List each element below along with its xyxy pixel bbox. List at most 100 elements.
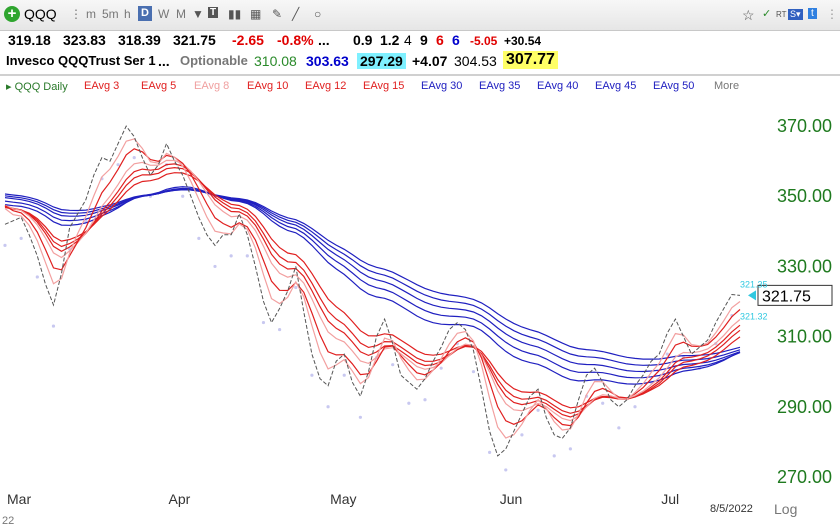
stat-303: 303.63 <box>306 53 349 69</box>
last-price-box <box>757 284 833 306</box>
low-dot <box>471 370 476 374</box>
legend-label: QQQ Daily <box>14 81 68 93</box>
low-dot <box>342 373 346 377</box>
period-5m-button[interactable]: 5m <box>102 7 119 21</box>
legend-eavg-40[interactable]: EAvg 40 <box>537 80 579 92</box>
low-dot <box>391 363 395 367</box>
dropdown-arrow-icon[interactable]: ▼ <box>192 7 204 21</box>
legend-eavg-5[interactable]: EAvg 5 <box>141 80 177 92</box>
legend-eavg-50[interactable]: EAvg 50 <box>653 80 695 92</box>
stat-5: 6 <box>436 32 444 48</box>
low-dot <box>35 275 39 279</box>
ema-35-line <box>4 187 741 379</box>
stat-7: -5.05 <box>470 34 498 48</box>
y-tick-label: 270.00 <box>777 467 832 487</box>
period-m-button[interactable]: m <box>86 7 96 21</box>
pencil-icon[interactable]: ✎ <box>272 7 283 21</box>
stat-304: 304.53 <box>454 53 497 69</box>
low-dot <box>326 405 330 409</box>
low-dot <box>310 373 314 377</box>
aux-label-1: 321.35 <box>740 279 768 289</box>
period-d-button[interactable]: D <box>138 6 152 21</box>
line-tool-icon[interactable]: ╱ <box>292 7 300 21</box>
legend-eavg-10[interactable]: EAvg 10 <box>247 80 289 92</box>
x-tick-label: Jun <box>500 491 523 507</box>
low-dot <box>294 285 298 290</box>
low-dot <box>213 264 217 269</box>
legend-eavg-45[interactable]: EAvg 45 <box>595 80 637 92</box>
period-h-button[interactable]: h <box>124 7 131 21</box>
legend-more-button[interactable]: More <box>714 80 740 92</box>
separator <box>0 74 840 76</box>
low-dot <box>132 156 136 160</box>
legend-eavg-8[interactable]: EAvg 8 <box>194 80 230 92</box>
stat-4: 9 <box>420 32 428 48</box>
x-tick-label: Apr <box>169 491 191 507</box>
text-tool-icon[interactable]: T <box>208 7 219 18</box>
draw-tool-icon[interactable]: ▦ <box>250 7 262 21</box>
period-w-button[interactable]: W <box>158 7 170 21</box>
stat-8: +30.54 <box>504 34 542 48</box>
circle-tool-icon[interactable]: ○ <box>314 7 322 21</box>
twitter-icon[interactable]: t <box>808 8 817 19</box>
low-dot <box>278 327 282 332</box>
axis-layer: 370.00 350.00 330.00 310.00 290.00 270.00 321.… <box>2 116 833 527</box>
low-dot <box>439 366 443 370</box>
low-dot <box>3 243 7 247</box>
low-dot <box>633 405 637 409</box>
low-dot <box>601 401 605 405</box>
name-row: Invesco QQQTrust Ser 1 ... Optionable 31… <box>0 50 840 72</box>
y-tick-label: 310.00 <box>777 327 832 347</box>
log-scale-toggle[interactable]: Log <box>774 501 797 517</box>
bar-chart-icon[interactable]: ▮▮ <box>228 7 242 21</box>
rt-icon[interactable]: RT <box>776 10 787 19</box>
more-icon[interactable]: ⋮ <box>826 7 838 21</box>
ema-50-line <box>4 189 741 360</box>
optionable-label: Optionable <box>180 53 248 68</box>
ema-10-line <box>4 163 741 418</box>
stat-307: 307.77 <box>503 51 558 69</box>
corner-label: 22 <box>2 515 14 527</box>
add-symbol-icon[interactable]: + <box>4 6 20 22</box>
low-dot <box>84 219 88 223</box>
symbol-input[interactable]: QQQ <box>24 6 57 22</box>
series-layer <box>3 125 741 472</box>
legend-eavg-12[interactable]: EAvg 12 <box>305 80 347 92</box>
price-change: -2.65 <box>232 32 264 48</box>
y-tick-label: 350.00 <box>777 186 832 206</box>
low-price: 318.39 <box>118 32 161 48</box>
y-tick-label: 370.00 <box>777 116 832 136</box>
price-change-pct: -0.8% <box>277 32 314 48</box>
low-dot <box>552 454 556 458</box>
low-dot <box>665 352 669 356</box>
x-tick-label: May <box>330 491 356 507</box>
sv-icon[interactable]: S▾ <box>788 9 803 20</box>
low-dot <box>19 236 23 240</box>
low-dot <box>197 236 201 240</box>
low-dot <box>536 408 540 412</box>
low-dot <box>261 320 266 325</box>
period-month-button[interactable]: M <box>176 7 186 21</box>
price-chart[interactable]: 370.00 350.00 330.00 310.00 290.00 270.00 321.… <box>0 98 840 532</box>
legend-eavg-15[interactable]: EAvg 15 <box>363 80 405 92</box>
stat-1: 0.9 <box>353 32 373 48</box>
legend-eavg-3[interactable]: EAvg 3 <box>84 80 120 92</box>
low-dot <box>407 401 411 405</box>
stat-6: 6 <box>452 32 460 48</box>
legend-eavg-30[interactable]: EAvg 30 <box>421 80 463 92</box>
low-dot <box>51 324 56 328</box>
legend-qqq-daily[interactable]: ▸ QQQ Daily <box>6 80 68 93</box>
low-dot <box>568 447 572 451</box>
legend-marker: ▸ <box>6 81 15 93</box>
high-price: 323.83 <box>63 32 106 48</box>
toolbar: + QQQ ⋮ m 5m h D W M ▼ T ▮▮ ▦ ✎ ╱ ○ ☆ ✓ … <box>0 0 840 31</box>
stat-310: 310.08 <box>254 53 297 69</box>
favorite-star-icon[interactable]: ☆ <box>742 7 755 23</box>
stat-plus: +4.07 <box>412 53 448 69</box>
open-price: 319.18 <box>8 32 51 48</box>
low-dot <box>358 415 362 419</box>
aux-label-2: 321.32 <box>740 311 768 321</box>
realtime-icon[interactable]: ✓ <box>762 8 772 20</box>
last-price-label: 321.75 <box>762 288 811 305</box>
legend-eavg-35[interactable]: EAvg 35 <box>479 80 521 92</box>
